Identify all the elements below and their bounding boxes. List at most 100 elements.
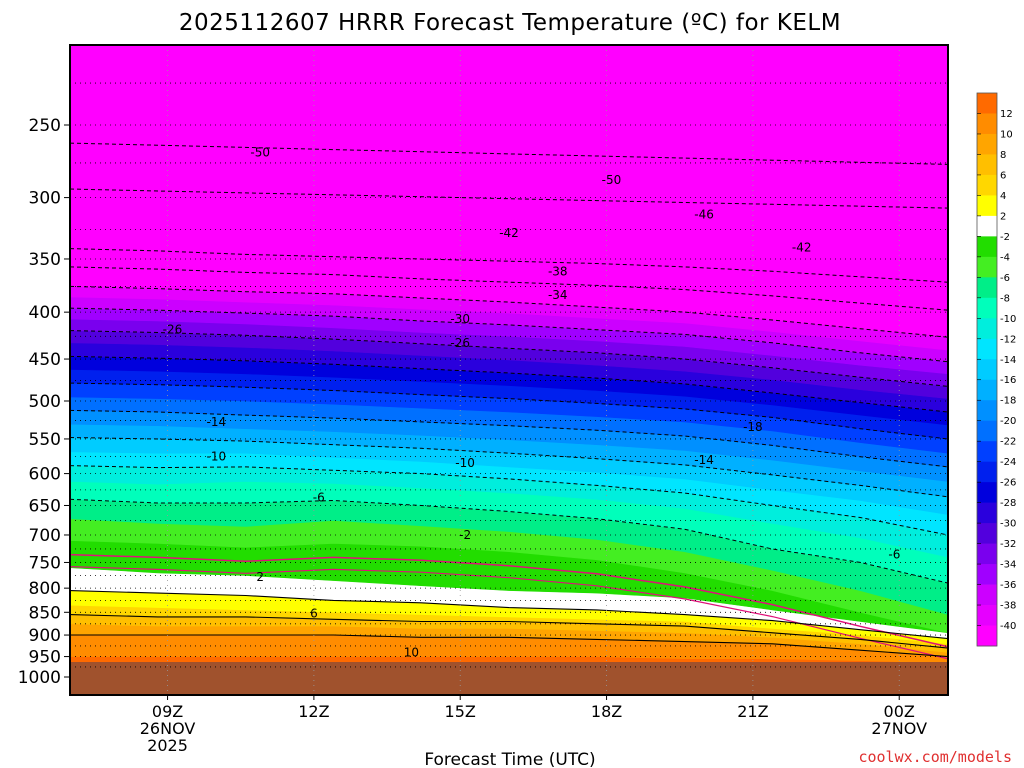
below-ground	[70, 662, 948, 695]
colorbar-label: -24	[1000, 457, 1016, 468]
colorbar-label: -34	[1000, 560, 1016, 571]
colorbar-label: -32	[1000, 539, 1016, 550]
colorbar-label: -4	[1000, 252, 1010, 263]
x-tick-label: 00Z	[884, 702, 915, 721]
x-tick-label: 09Z	[152, 702, 183, 721]
colorbar-label: -40	[1000, 621, 1016, 632]
colorbar-label: -16	[1000, 375, 1016, 386]
colorbar-label: -18	[1000, 396, 1016, 407]
x-tick-label: 21Z	[737, 702, 768, 721]
grid-lines	[70, 45, 948, 695]
colorbar-swatch	[977, 502, 997, 524]
x-tick-label: 26NOV	[140, 719, 196, 738]
colorbar-label: -26	[1000, 478, 1016, 489]
warm-contour-line	[70, 590, 948, 640]
cold-contour-line	[70, 142, 948, 165]
colorbar-label: 2	[1000, 211, 1006, 222]
colorbar-swatch	[977, 195, 997, 217]
colorbar-label: 8	[1000, 150, 1006, 161]
y-tick-label: 750	[29, 553, 61, 573]
colorbar-label: -20	[1000, 416, 1016, 427]
x-axis-title: Forecast Time (UTC)	[424, 750, 595, 768]
warm-contour-line	[70, 614, 948, 649]
colorbar-label: 10	[1000, 129, 1013, 140]
contour-label: -2	[459, 528, 471, 542]
colorbar-label: -36	[1000, 580, 1016, 591]
colorbar-swatch	[977, 236, 997, 258]
x-tick-label: 27NOV	[871, 719, 927, 738]
contour-label: -10	[455, 456, 475, 470]
colorbar-swatch	[977, 523, 997, 544]
colorbar-label: -12	[1000, 334, 1016, 345]
site-credit[interactable]: coolwx.com/models	[858, 748, 1012, 766]
warm-contours	[70, 590, 948, 658]
colorbar-swatch	[977, 256, 997, 278]
contour-label: -6	[888, 547, 900, 561]
x-tick-label: 12Z	[298, 702, 329, 721]
x-tick-label: 2025	[147, 736, 188, 755]
colorbar-label: -8	[1000, 293, 1010, 304]
y-tick-label: 450	[29, 350, 61, 370]
colorbar-swatch	[977, 482, 997, 504]
contour-label: 2	[256, 570, 264, 584]
y-tick-label: 250	[29, 116, 61, 136]
colorbar-label: -6	[1000, 273, 1010, 284]
y-tick-label: 900	[29, 626, 61, 646]
colorbar-swatch	[977, 215, 997, 237]
colorbar-label: -22	[1000, 437, 1016, 448]
contour-label: -14	[694, 453, 714, 467]
cold-contour-line	[70, 498, 948, 584]
colorbar-swatch	[977, 420, 997, 442]
colorbar-swatch	[977, 318, 997, 340]
colorbar-swatch	[977, 133, 997, 155]
contour-label: -26	[163, 323, 183, 337]
y-tick-label: 500	[29, 392, 61, 412]
contour-label: -50	[250, 146, 270, 160]
pressure-axis: 250 300 350 400 450 500 550 600 650 700 750 800 850 9…	[18, 116, 70, 688]
y-tick-label: 350	[29, 250, 61, 270]
y-tick-label: 650	[29, 496, 61, 516]
colorbar-swatch	[977, 564, 997, 585]
contour-label: -10	[207, 450, 227, 464]
contour-label: -46	[694, 207, 714, 221]
contour-label: -50	[602, 173, 622, 187]
contour-label: -26	[450, 336, 470, 350]
y-tick-label: 950	[29, 648, 61, 668]
colorbar-swatch	[977, 584, 997, 606]
contour-label: -38	[548, 264, 568, 278]
colorbar-swatch	[977, 543, 997, 565]
colorbar-frame	[976, 92, 998, 647]
colorbar-swatch	[977, 379, 997, 401]
colorbar-swatch	[977, 93, 997, 114]
colorbar-swatch	[977, 441, 997, 463]
colorbar: 12 10 8 6 4 2 -2 -4 -6 -8 -10 -12 -14 -16 -18 -20 -22 -24…	[976, 92, 1016, 647]
contour-label: -42	[792, 240, 812, 254]
colorbar-swatch	[977, 461, 997, 483]
contour-label: -14	[207, 415, 227, 429]
cold-contours	[70, 142, 948, 584]
contour-label: -30	[450, 312, 470, 326]
contour-label: 10	[404, 645, 419, 659]
colorbar-swatch	[977, 359, 997, 381]
cold-contour-line	[70, 188, 948, 209]
y-tick-label: 800	[29, 579, 61, 599]
colorbar-label: 12	[1000, 109, 1013, 120]
colorbar-swatch	[977, 113, 997, 135]
contour-label: -6	[313, 490, 325, 504]
colorbar-swatch	[977, 174, 997, 196]
colorbar-label: -38	[1000, 601, 1016, 612]
plot-area: -50-50-46-42-42-38-34-30-26-26-18-14-14-…	[70, 45, 948, 695]
y-tick-label: 850	[29, 603, 61, 623]
colorbar-label: -28	[1000, 498, 1016, 509]
y-tick-label: 550	[29, 430, 61, 450]
y-tick-label: 700	[29, 526, 61, 546]
contour-labels: -50-50-46-42-42-38-34-30-26-26-18-14-14-…	[163, 146, 901, 660]
contour-label: -34	[548, 288, 568, 302]
freezing-isotherm	[70, 553, 948, 648]
colorbar-label: 6	[1000, 170, 1006, 181]
x-tick-label: 15Z	[445, 702, 476, 721]
y-tick-label: 300	[29, 189, 61, 209]
colorbar-label: 4	[1000, 191, 1006, 202]
chart-title: 2025112607 HRRR Forecast Temperature (ºC…	[179, 10, 841, 36]
